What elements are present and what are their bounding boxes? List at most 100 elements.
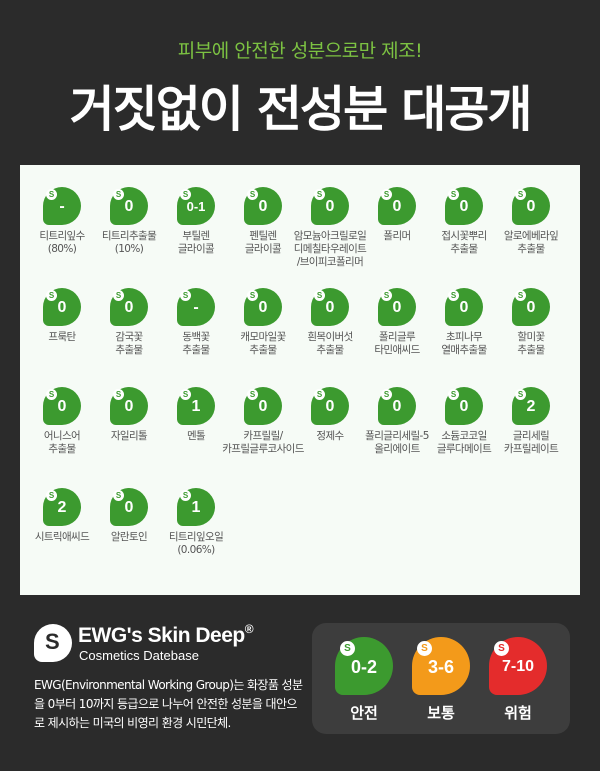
ewg-score: 0 (392, 198, 402, 215)
ewg-mini-icon: S (314, 189, 325, 200)
ewg-score: 0 (392, 398, 402, 415)
ingredient-item: S 0 펜틸렌 글라이콜 (221, 187, 305, 256)
ingredient-name: 시트릭애씨드 (34, 531, 90, 543)
ingredient-name: 프룩탄 (48, 331, 76, 343)
ewg-mini-icon: S (113, 389, 124, 400)
ingredient-name: 알란토인 (110, 531, 148, 543)
ewg-mini-icon: S (515, 189, 526, 200)
ewg-title: EWG's Skin Deep® (78, 622, 254, 647)
ewg-score: 0 (57, 398, 67, 415)
ingredient-item: S 0 할미꽃 추출물 (489, 288, 573, 357)
ingredient-item: S 0 프룩탄 (20, 288, 104, 344)
ewg-score: 0 (325, 398, 335, 415)
ewg-mini-icon: S (314, 290, 325, 301)
ingredient-item: S 0 티트리추출물 (10%) (87, 187, 171, 256)
ingredient-item: S 0 캐모마일꽃 추출물 (221, 288, 305, 357)
ewg-score: 0 (258, 198, 268, 215)
ingredient-name: 펜틸렌 글라이콜 (244, 230, 282, 255)
ingredient-name: 폴리글리세릴-5 올리에이트 (365, 430, 429, 455)
ewg-score: 1 (191, 398, 201, 415)
ingredient-name: 정제수 (316, 430, 344, 442)
ewg-mini-icon: S (180, 389, 191, 400)
ingredient-name: 티트리잎수 (80%) (39, 230, 85, 255)
ewg-mini-icon: S (180, 189, 191, 200)
ewg-score: 0 (258, 299, 268, 316)
ewg-score: 0 (124, 299, 134, 316)
ewg-mini-icon: S (381, 290, 392, 301)
ewg-mini-icon: S (46, 389, 57, 400)
ingredient-item: S 0 폴리머 (355, 187, 439, 243)
ewg-score: 0 (459, 198, 469, 215)
ingredient-name: 소듐코코일 글루다메이트 (436, 430, 492, 455)
ingredient-item: S 1 멘톨 (154, 387, 238, 443)
grade-legend: S 0-2 안전 S 3-6 보통 S 7-10 위험 (312, 623, 570, 734)
legend-label: 보통 (427, 704, 455, 722)
ingredient-item: S 0 알란토인 (87, 488, 171, 544)
ewg-score: 0 (526, 198, 536, 215)
ewg-mini-icon: S (448, 389, 459, 400)
ingredient-name: 글리세릴 카프릴레이트 (503, 430, 559, 455)
ewg-score: 0 (258, 398, 268, 415)
page-subtitle: 피부에 안전한 성분으로만 제조! (177, 40, 423, 62)
ewg-score-badge: S- (177, 288, 215, 326)
ingredient-name: 어니스어 추출물 (43, 430, 81, 455)
ewg-mini-icon: S (247, 290, 258, 301)
ingredient-item: S 2 글리세릴 카프릴레이트 (489, 387, 573, 456)
ewg-mini-icon: S (46, 490, 57, 501)
ingredient-name: 감국꽃 추출물 (115, 331, 143, 356)
ewg-subtitle: Cosmetics Datebase (79, 648, 199, 663)
ingredient-item: S 0 정제수 (288, 387, 372, 443)
ingredient-name: 할미꽃 추출물 (517, 331, 545, 356)
ingredient-item: S - 티트리잎수 (80%) (20, 187, 104, 256)
ingredient-name: 알로에베라잎 추출물 (503, 230, 559, 255)
ingredient-name: 흰목이버섯 추출물 (307, 331, 353, 356)
ewg-score: 2 (526, 398, 536, 415)
ewg-mini-icon: S (247, 189, 258, 200)
ingredient-item: S 0 흰목이버섯 추출물 (288, 288, 372, 357)
legend-grade-badge: S 0-2 (335, 637, 393, 695)
ewg-score: 0 (57, 299, 67, 316)
ewg-mini-icon: S (46, 189, 57, 200)
ingredient-item: S 0 카프릴릴/ 카프릴글루코사이드 (221, 387, 305, 456)
ingredient-item: S 0-1 부틸렌 글라이콜 (154, 187, 238, 256)
ingredient-item: S 0 감국꽃 추출물 (87, 288, 171, 357)
ingredient-item: S 0 폴리글루 타민애씨드 (355, 288, 439, 357)
ingredient-name: 티트리잎오일 (0.06%) (168, 531, 224, 556)
ingredient-item: S 2 시트릭애씨드 (20, 488, 104, 544)
legend-item: S 3-6 보통 (409, 637, 473, 723)
ewg-description: EWG(Environmental Working Group)는 화장품 성분… (34, 678, 303, 730)
ingredient-name: 동백꽃 추출물 (182, 331, 210, 356)
ewg-mini-icon: S (46, 290, 57, 301)
ingredient-item: S 0 접시꽃뿌리 추출물 (422, 187, 506, 256)
ingredient-name: 카프릴릴/ 카프릴글루코사이드 (222, 430, 304, 455)
ewg-score: 0 (325, 299, 335, 316)
legend-range: 3-6 (427, 657, 454, 677)
ingredient-item: S 0 암모늄아크릴로일 디메칠타우레이트 /브이피코폴리머 (288, 187, 372, 269)
ingredient-name: 초피나무 열매추출물 (441, 331, 487, 356)
ewg-score: 2 (57, 499, 67, 516)
ingredient-item: S 0 자일리톨 (87, 387, 171, 443)
ewg-mini-icon: S (494, 641, 509, 656)
ewg-mini-icon: S (515, 290, 526, 301)
ingredient-item: S 1 티트리잎오일 (0.06%) (154, 488, 238, 557)
ingredients-panel: S - 티트리잎수 (80%) S 0 티트리추출물 (10%) S 0-1 부틸렌 글라이콜 S… (20, 165, 580, 595)
ingredient-item: S 0 알로에베라잎 추출물 (489, 187, 573, 256)
legend-item: S 7-10 위험 (486, 637, 550, 723)
ingredient-name: 자일리톨 (110, 430, 148, 442)
ewg-mini-icon: S (448, 189, 459, 200)
ewg-score: 0 (325, 198, 335, 215)
ewg-mini-icon: S (180, 290, 191, 301)
ewg-score: 1 (191, 499, 201, 516)
ewg-score: 0 (124, 499, 134, 516)
